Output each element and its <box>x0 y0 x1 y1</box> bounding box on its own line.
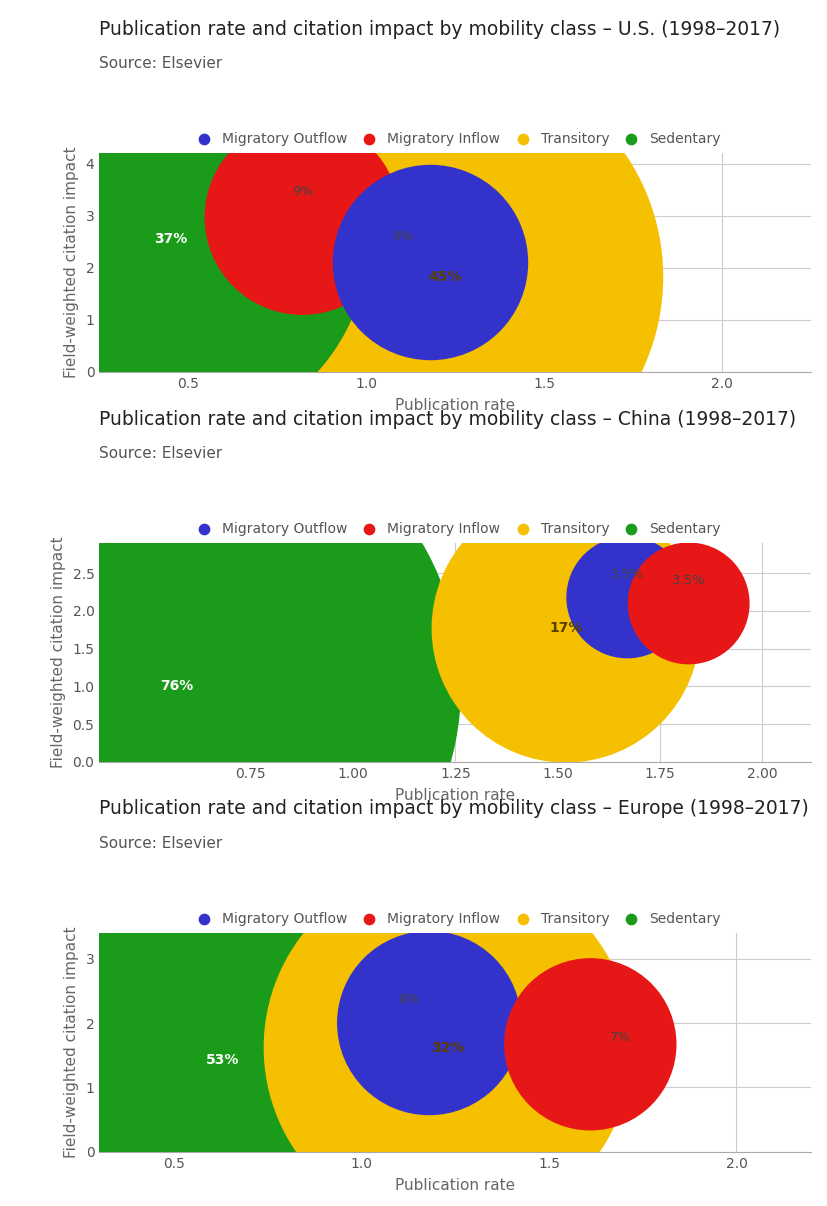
Text: Source: Elsevier: Source: Elsevier <box>99 446 222 461</box>
X-axis label: Publication rate: Publication rate <box>394 788 515 803</box>
Point <box>681 593 695 613</box>
Point <box>216 1050 229 1070</box>
X-axis label: Publication rate: Publication rate <box>394 1177 515 1193</box>
Text: Publication rate and citation impact by mobility class – China (1998–2017): Publication rate and citation impact by … <box>99 410 796 428</box>
Y-axis label: Field-weighted citation impact: Field-weighted citation impact <box>64 926 79 1158</box>
Text: 9%: 9% <box>291 185 313 198</box>
Text: 32%: 32% <box>431 1041 464 1054</box>
Point <box>170 677 184 696</box>
Text: 76%: 76% <box>160 679 194 693</box>
Text: 9%: 9% <box>392 230 413 244</box>
Text: 8%: 8% <box>397 994 418 1007</box>
Text: 17%: 17% <box>548 621 582 636</box>
Text: 45%: 45% <box>428 270 461 285</box>
Text: 7%: 7% <box>609 1031 631 1044</box>
Legend: Migratory Outflow, Migratory Inflow, Transitory, Sedentary: Migratory Outflow, Migratory Inflow, Tra… <box>189 522 720 535</box>
X-axis label: Publication rate: Publication rate <box>394 398 515 412</box>
Point <box>620 587 633 607</box>
Text: Source: Elsevier: Source: Elsevier <box>99 836 222 851</box>
Text: 37%: 37% <box>154 232 187 246</box>
Point <box>583 1035 596 1054</box>
Text: Publication rate and citation impact by mobility class – Europe (1998–2017): Publication rate and citation impact by … <box>99 800 808 819</box>
Point <box>422 1013 435 1032</box>
Text: 53%: 53% <box>206 1053 240 1067</box>
Point <box>558 619 571 638</box>
Y-axis label: Field-weighted citation impact: Field-weighted citation impact <box>64 147 79 379</box>
Y-axis label: Field-weighted citation impact: Field-weighted citation impact <box>50 537 65 768</box>
Point <box>423 253 437 273</box>
Text: Publication rate and citation impact by mobility class – U.S. (1998–2017): Publication rate and citation impact by … <box>99 19 780 39</box>
Legend: Migratory Outflow, Migratory Inflow, Transitory, Sedentary: Migratory Outflow, Migratory Inflow, Tra… <box>189 131 720 146</box>
Text: 3.5%: 3.5% <box>671 574 705 587</box>
Point <box>295 207 308 227</box>
Text: Source: Elsevier: Source: Elsevier <box>99 57 222 71</box>
Point <box>441 1038 454 1058</box>
Text: 3.5%: 3.5% <box>609 568 643 581</box>
Legend: Migratory Outflow, Migratory Inflow, Transitory, Sedentary: Migratory Outflow, Migratory Inflow, Tra… <box>189 912 720 925</box>
Point <box>437 268 451 287</box>
Point <box>164 229 177 248</box>
